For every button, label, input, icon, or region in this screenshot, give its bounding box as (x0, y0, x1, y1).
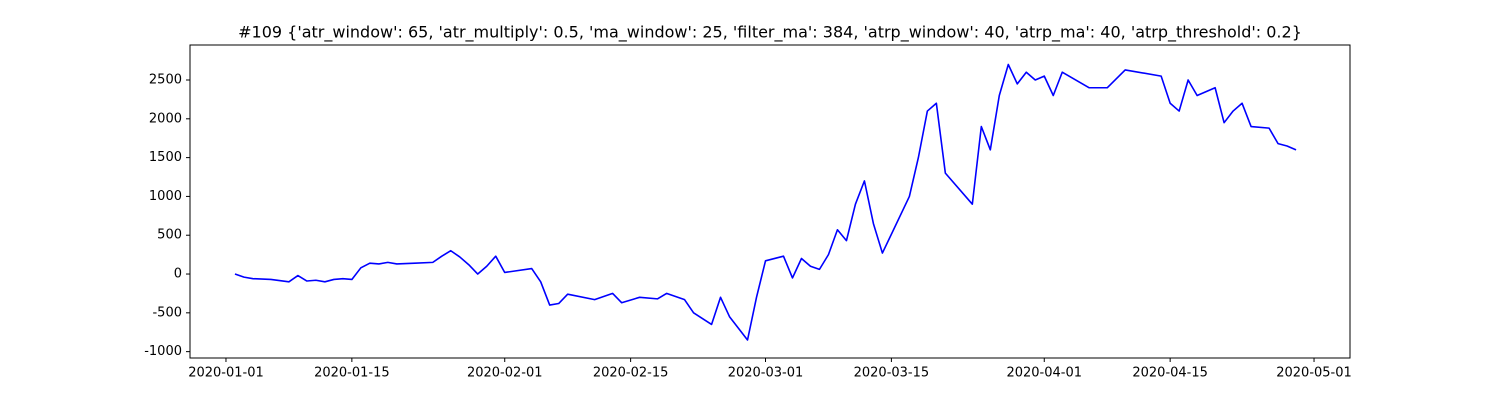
chart-title: #109 {'atr_window': 65, 'atr_multiply': … (238, 23, 1302, 43)
y-tick-label: 1500 (149, 150, 182, 165)
y-tick-label: 1000 (149, 189, 182, 204)
y-tick-label: 500 (157, 228, 182, 243)
y-tick-label: -500 (152, 305, 182, 320)
x-tick-label: 2020-04-15 (1132, 366, 1208, 381)
y-tick-label: 2000 (149, 111, 182, 126)
y-tick-label: -1000 (144, 344, 182, 359)
axes-frame (189, 44, 1351, 359)
line (234, 63, 1297, 341)
x-tick-label: 2020-05-01 (1276, 366, 1352, 381)
y-tick-label: 2500 (149, 73, 182, 88)
x-tick-label: 2020-02-15 (593, 366, 669, 381)
x-tick-label: 2020-03-01 (728, 366, 804, 381)
x-tick-label: 2020-03-15 (854, 366, 930, 381)
x-tick-label: 2020-04-01 (1006, 366, 1082, 381)
y-tick-label: 0 (174, 267, 182, 282)
x-tick-label: 2020-02-01 (467, 366, 543, 381)
x-tick-label: 2020-01-15 (314, 366, 390, 381)
x-tick-label: 2020-01-01 (188, 366, 264, 381)
